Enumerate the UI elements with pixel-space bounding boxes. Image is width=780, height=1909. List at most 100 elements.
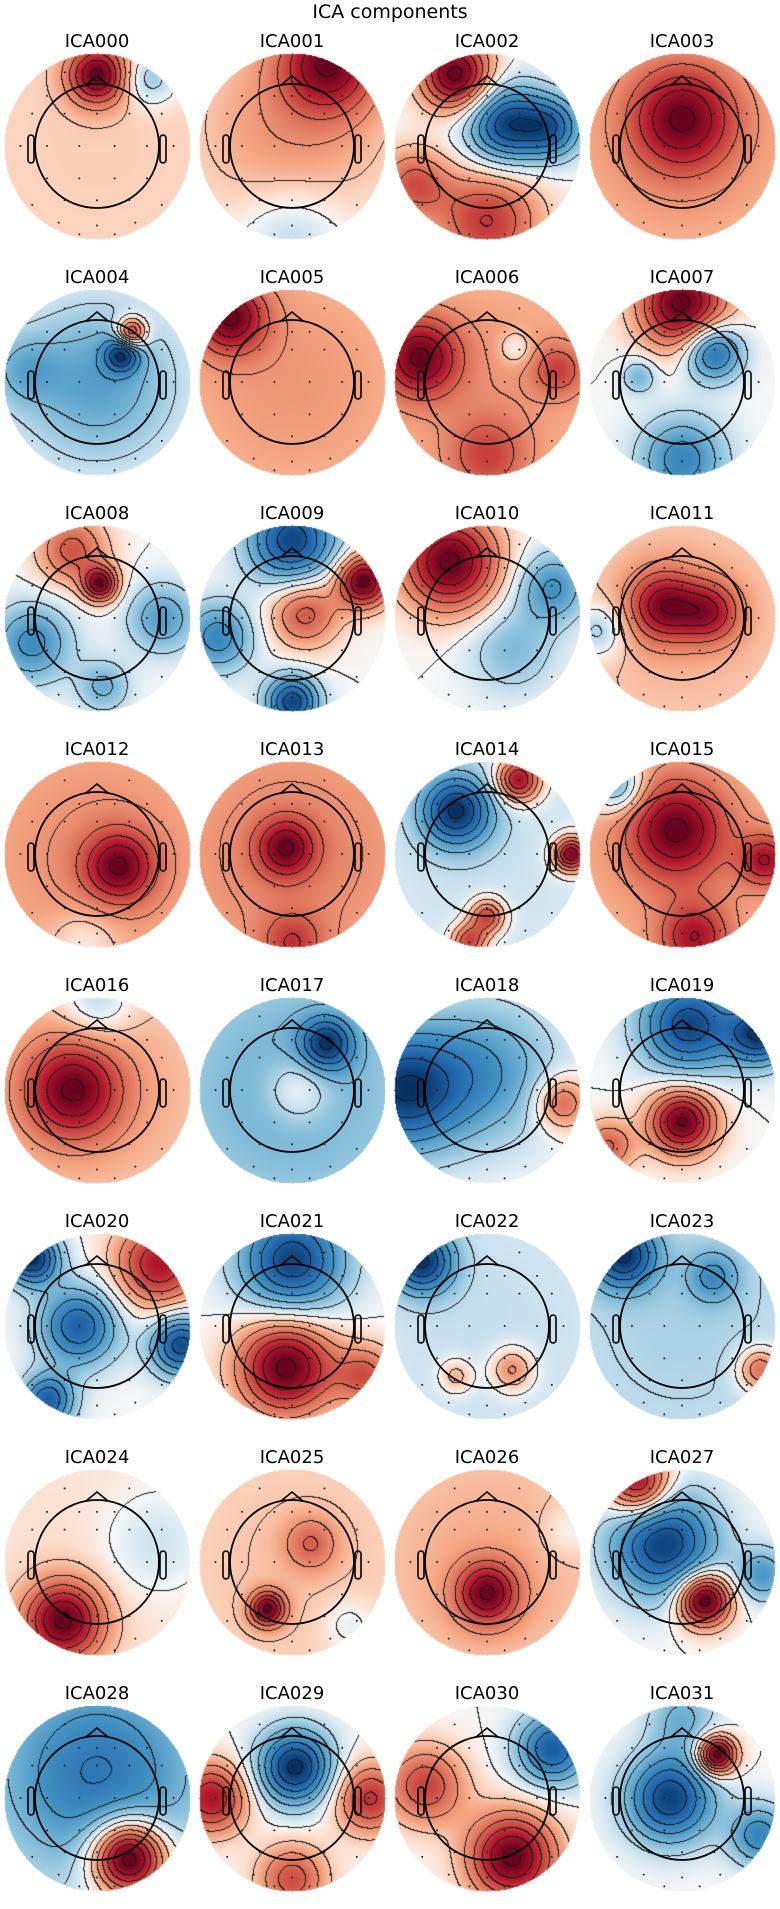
component-title: ICA004 xyxy=(64,267,130,288)
left-ear-icon xyxy=(612,1786,620,1816)
sensor-dot xyxy=(113,802,116,805)
sensor-dot xyxy=(630,1561,633,1563)
sensor-dot xyxy=(329,221,332,224)
sensor-dot xyxy=(453,1615,456,1618)
nose-icon xyxy=(670,1254,694,1266)
sensor-dot xyxy=(550,1855,553,1858)
sensor-dot xyxy=(252,693,255,696)
component-title: ICA021 xyxy=(259,1211,325,1232)
sensor-dot xyxy=(468,885,471,888)
component-title: ICA003 xyxy=(649,31,715,52)
sensor-dot xyxy=(273,469,276,472)
sensor-dot xyxy=(550,820,553,823)
sensor-dot xyxy=(642,1401,645,1404)
sensor-dot xyxy=(273,1121,276,1124)
sensor-dot xyxy=(78,1121,81,1124)
head-circle xyxy=(229,319,355,445)
sensor-dot xyxy=(435,649,438,652)
component-title: ICA009 xyxy=(259,503,325,524)
sensor-dot xyxy=(57,221,60,224)
sensor-dot xyxy=(630,94,633,97)
sensor-dot xyxy=(453,1487,456,1490)
component-title: ICA019 xyxy=(649,975,715,996)
sensor-dot xyxy=(731,1593,734,1596)
sensor-dot xyxy=(240,1089,243,1091)
head-outline xyxy=(19,1251,175,1416)
sensor-dot xyxy=(486,199,488,202)
sensor-dot xyxy=(146,94,149,97)
sensor-dot xyxy=(648,348,651,351)
sensor-dot xyxy=(78,1746,81,1749)
sensor-dot xyxy=(698,1746,701,1749)
sensor-dot xyxy=(486,1615,488,1618)
head-outline xyxy=(19,1487,175,1652)
sensor-dot xyxy=(341,1797,344,1799)
sensor-dot xyxy=(757,617,760,619)
sensor-dot xyxy=(19,1561,22,1563)
sensor-dot xyxy=(550,1147,553,1150)
right-ear-icon xyxy=(549,1786,557,1816)
sensor-dot xyxy=(524,1401,527,1404)
sensor-dot xyxy=(113,1357,116,1360)
sensor-dot xyxy=(128,671,131,674)
sensor-dot xyxy=(63,671,66,674)
sensor-dot xyxy=(435,413,438,416)
left-ear-icon xyxy=(222,1314,230,1344)
sensor-dot xyxy=(604,1089,607,1091)
sensor-dot xyxy=(663,1121,666,1124)
sensor-dot xyxy=(486,1038,488,1041)
sensor-dot xyxy=(536,1561,539,1563)
sensor-dot xyxy=(78,1797,81,1799)
sensor-dot xyxy=(453,307,456,310)
sensor-dot xyxy=(78,1357,81,1360)
sensor-dot xyxy=(698,1561,701,1563)
sensor-dot xyxy=(128,435,131,438)
sensor-dot xyxy=(45,413,48,416)
sensor-dot xyxy=(681,1640,683,1643)
sensor-dot xyxy=(146,1510,149,1513)
sensor-dot xyxy=(713,779,716,782)
sensor-dot xyxy=(453,779,456,782)
sensor-dot xyxy=(341,1325,344,1327)
sensor-dot xyxy=(518,1723,521,1726)
sensor-dot xyxy=(160,439,163,442)
nose-icon xyxy=(670,546,694,558)
right-ear-icon xyxy=(744,1786,752,1816)
sensor-dot xyxy=(308,1829,311,1832)
sensor-dot xyxy=(663,233,666,236)
sensor-dot xyxy=(160,112,163,115)
sensor-dot xyxy=(240,1561,243,1563)
sensor-dot xyxy=(240,330,243,333)
sensor-dot xyxy=(435,381,438,383)
sensor-dot xyxy=(323,1056,326,1059)
sensor-dot xyxy=(604,1561,607,1563)
sensor-dot xyxy=(45,1357,48,1360)
sensor-dot xyxy=(273,1885,276,1888)
sensor-dot xyxy=(698,1177,701,1180)
sensor-dot xyxy=(757,381,760,383)
head-circle xyxy=(424,1735,550,1861)
component-title: ICA005 xyxy=(259,267,325,288)
sensor-dot xyxy=(113,177,116,180)
sensor-dot xyxy=(329,1637,332,1640)
nose-icon xyxy=(670,1726,694,1738)
sensor-dot xyxy=(160,1764,163,1767)
sensor-dot xyxy=(63,1723,66,1726)
sensor-dot xyxy=(536,1510,539,1513)
sensor-dot xyxy=(291,696,293,699)
left-ear-icon xyxy=(27,1786,35,1816)
sensor-dot xyxy=(745,675,748,678)
sensor-dot xyxy=(648,1851,651,1854)
sensor-dot xyxy=(681,820,683,823)
sensor-dot xyxy=(63,779,66,782)
right-ear-icon xyxy=(159,1550,167,1580)
sensor-dot xyxy=(19,1089,22,1091)
sensor-dot xyxy=(57,929,60,932)
sensor-dot xyxy=(96,1764,98,1767)
sensor-dot xyxy=(421,203,424,206)
sensor-dot xyxy=(518,435,521,438)
sensor-dot xyxy=(78,617,81,619)
sensor-dot xyxy=(113,1746,116,1749)
sensor-dot xyxy=(291,671,293,674)
sensor-dot xyxy=(308,1274,311,1277)
